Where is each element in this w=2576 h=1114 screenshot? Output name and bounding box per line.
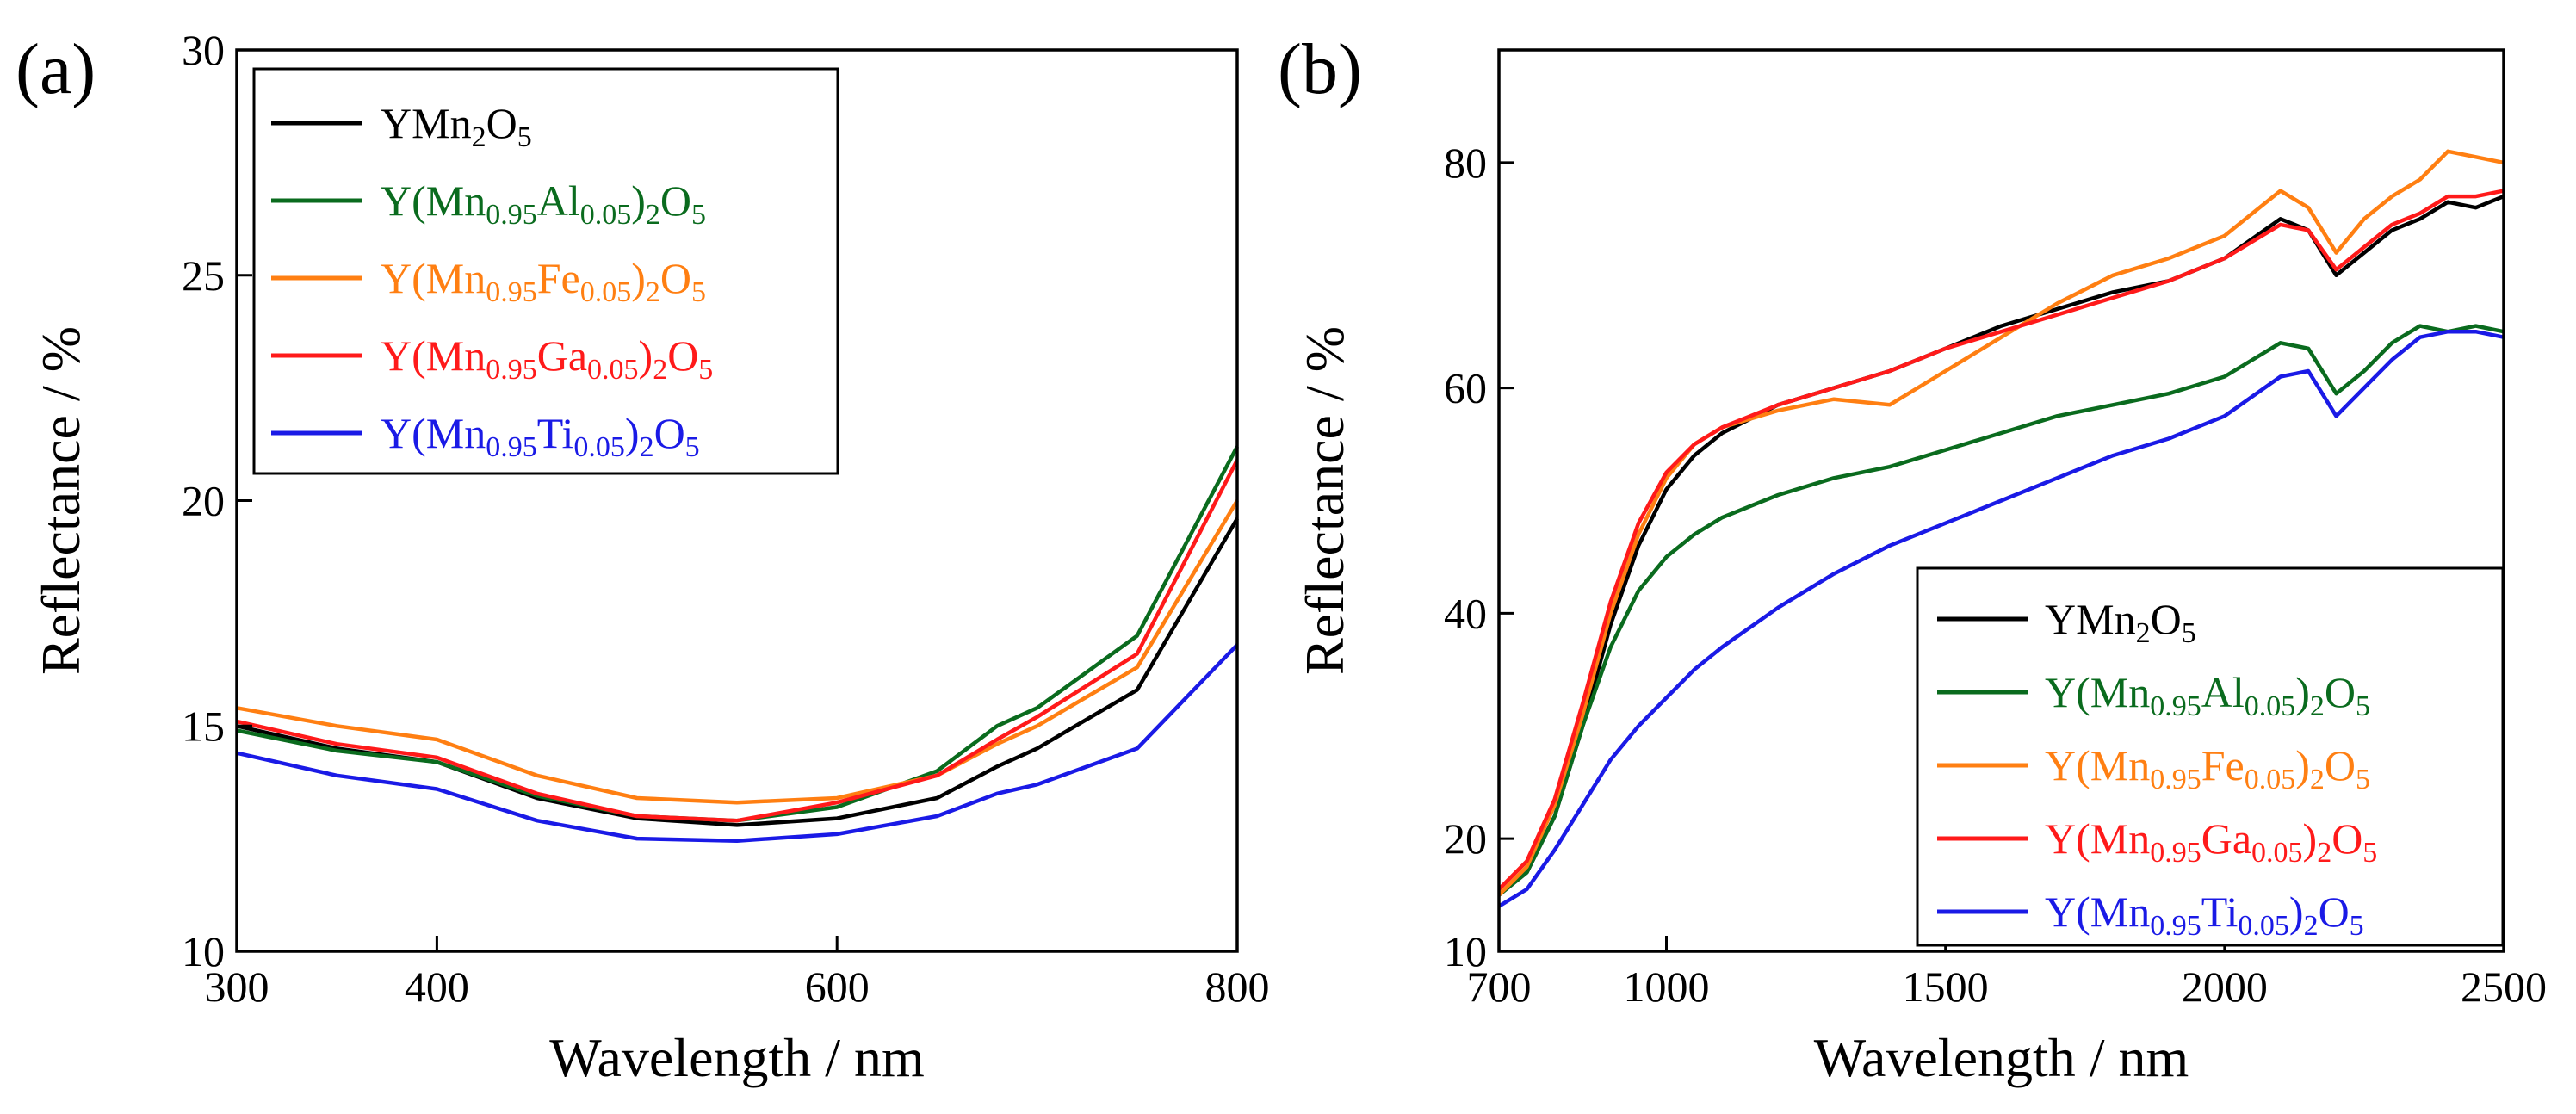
x-tick-label: 1000 xyxy=(1624,962,1710,1011)
legend-label: YMn2O5 xyxy=(2045,595,2196,649)
y-tick-label: 10 xyxy=(182,927,225,975)
legend-label: YMn2O5 xyxy=(381,99,532,153)
y-tick-label: 15 xyxy=(182,702,225,750)
legend-label: Y(Mn0.95Fe0.05)2O5 xyxy=(381,254,706,308)
x-tick-label: 700 xyxy=(1467,962,1532,1011)
panel-label: (a) xyxy=(15,29,96,109)
plot-frame xyxy=(1497,48,2505,953)
x-tick-label: 800 xyxy=(1205,962,1270,1011)
series-line-4 xyxy=(236,459,1239,823)
y-tick-label: 80 xyxy=(1444,139,1487,187)
y-tick-label: 40 xyxy=(1444,589,1487,637)
y-tick-label: 60 xyxy=(1444,364,1487,412)
y-tick-label: 25 xyxy=(182,251,225,300)
series-line-3 xyxy=(236,499,1239,805)
legend-label: Y(Mn0.95Al0.05)2O5 xyxy=(381,176,706,231)
series-line-1 xyxy=(1497,195,2505,897)
legend-label: Y(Mn0.95Ga0.05)2O5 xyxy=(2045,814,2377,869)
series-line-5 xyxy=(236,643,1239,843)
legend-label: Y(Mn0.95Al0.05)2O5 xyxy=(2045,668,2370,722)
panel-label: (b) xyxy=(1278,29,1362,109)
x-tick-label: 1500 xyxy=(1903,962,1989,1011)
series-line-2 xyxy=(236,445,1239,823)
legend-label: Y(Mn0.95Ti0.05)2O5 xyxy=(2045,888,2364,942)
series-line-3 xyxy=(1497,149,2505,897)
legend-label: Y(Mn0.95Fe0.05)2O5 xyxy=(2045,741,2370,795)
y-axis-label: Reflectance / % xyxy=(1294,326,1355,675)
chart-panel-b: 700 1000 1500 2000 2500 10 20 40 60 80 Wavelength … xyxy=(1278,29,2547,1088)
legend-label: Y(Mn0.95Ti0.05)2O5 xyxy=(381,409,700,463)
x-tick-label: 400 xyxy=(405,962,469,1011)
y-tick-label: 30 xyxy=(182,26,225,74)
chart-panel-a: 300 400 600 800 10 15 20 25 30 Wavelength / nm Ref… xyxy=(15,26,1270,1088)
y-tick-label: 10 xyxy=(1444,927,1487,975)
series-line-5 xyxy=(1497,329,2505,908)
legend-box xyxy=(1916,566,2505,947)
x-tick-label: 600 xyxy=(805,962,870,1011)
x-axis-label: Wavelength / nm xyxy=(549,1027,925,1088)
series-line-2 xyxy=(1497,324,2505,897)
series-line-4 xyxy=(1497,189,2505,891)
legend-box xyxy=(252,67,839,475)
x-tick-label: 2000 xyxy=(2182,962,2268,1011)
x-tick-label: 2500 xyxy=(2461,962,2547,1011)
y-axis-label: Reflectance / % xyxy=(30,326,91,675)
x-axis-label: Wavelength / nm xyxy=(1814,1027,2189,1088)
y-tick-label: 20 xyxy=(182,477,225,525)
x-tick-label: 300 xyxy=(205,962,269,1011)
y-tick-label: 20 xyxy=(1444,814,1487,863)
legend-label: Y(Mn0.95Ga0.05)2O5 xyxy=(381,331,713,386)
